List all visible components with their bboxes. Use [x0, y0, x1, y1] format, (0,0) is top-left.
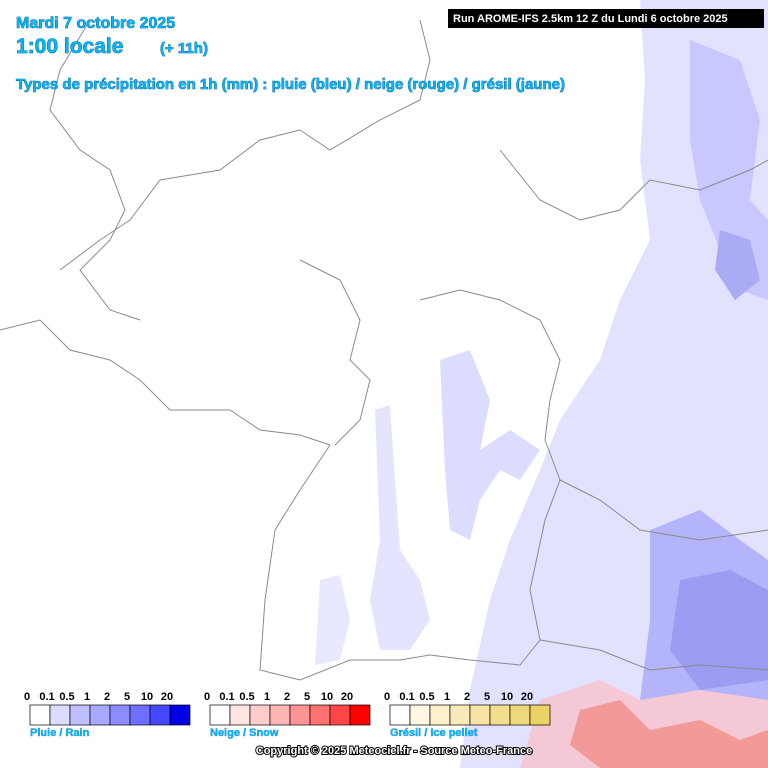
legend-tick: 0.5: [239, 691, 254, 703]
legend-label: Pluie / Rain: [30, 727, 90, 739]
legend-swatch: [29, 704, 51, 726]
legend-label: Grésil / Ice pellet: [390, 727, 478, 739]
legend-swatch: [109, 704, 131, 726]
precipitation-field: [315, 0, 768, 768]
legend-tick: 2: [464, 691, 470, 703]
legend-tick: 0.1: [39, 691, 54, 703]
borders: [0, 19, 768, 681]
legend-tick: 10: [141, 691, 153, 703]
legend-swatch: [209, 704, 231, 726]
legend-tick: 2: [284, 691, 290, 703]
legend-label: Neige / Snow: [210, 727, 279, 739]
legend-tick: 10: [501, 691, 513, 703]
legend-swatch: [49, 704, 71, 726]
legend-swatch: [149, 704, 171, 726]
legend-swatch: [389, 704, 411, 726]
offset: (+ 11h): [160, 40, 208, 57]
legend-swatch: [289, 704, 311, 726]
legend-tick: 1: [84, 691, 90, 703]
legend-tick: 0.1: [399, 691, 414, 703]
legend-tick: 10: [321, 691, 333, 703]
subtitle: Types de précipitation en 1h (mm) : plui…: [16, 76, 565, 93]
legend-swatch: [229, 704, 251, 726]
legend-swatch: [449, 704, 471, 726]
legend-tick: 5: [124, 691, 130, 703]
legend-swatch: [529, 704, 551, 726]
legend-tick: 5: [484, 691, 490, 703]
legend-tick: 0.5: [419, 691, 434, 703]
legend-swatch: [509, 704, 531, 726]
legend-tick: 20: [521, 691, 533, 703]
run-box: [448, 9, 764, 28]
legend-swatch: [329, 704, 351, 726]
time: 1:00 locale: [16, 35, 123, 58]
legend-tick: 1: [444, 691, 450, 703]
legend-swatch: [69, 704, 91, 726]
legend-tick: 20: [341, 691, 353, 703]
legend-tick: 0: [384, 691, 390, 703]
legend-swatch: [269, 704, 291, 726]
legend-swatch: [169, 704, 191, 726]
legend-swatch: [469, 704, 491, 726]
legend-tick: 0: [24, 691, 30, 703]
legend-swatch: [249, 704, 271, 726]
legend-tick: 0: [204, 691, 210, 703]
legend-tick: 20: [161, 691, 173, 703]
legend-tick: 2: [104, 691, 110, 703]
legend-swatch: [89, 704, 111, 726]
copyright: Copyright © 2025 Meteociel.fr - Source M…: [256, 745, 532, 757]
legend-swatch: [309, 704, 331, 726]
legend-tick: 5: [304, 691, 310, 703]
legend-swatch: [429, 704, 451, 726]
run-info: Run AROME-IFS 2.5km 12 Z du Lundi 6 octo…: [453, 13, 728, 25]
legend-swatch: [409, 704, 431, 726]
legend-swatch: [489, 704, 511, 726]
legend-swatch: [129, 704, 151, 726]
legend-tick: 1: [264, 691, 270, 703]
legend-tick: 0.1: [219, 691, 234, 703]
legend-swatch: [349, 704, 371, 726]
date: Mardi 7 octobre 2025: [16, 15, 175, 32]
legend-tick: 0.5: [59, 691, 74, 703]
